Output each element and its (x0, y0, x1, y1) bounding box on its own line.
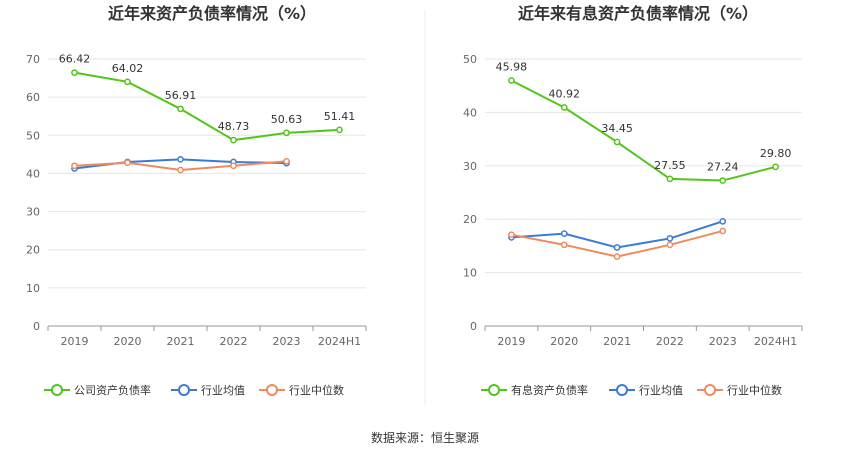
data-label: 29.80 (760, 147, 792, 160)
y-tick-label: 20 (463, 213, 477, 226)
chart-title: 近年来资产负债率情况（%） (108, 4, 316, 23)
data-point (772, 163, 779, 171)
legend-item: 公司资产负债率 (44, 383, 151, 397)
legend-marker (616, 384, 628, 396)
series-line (510, 79, 776, 182)
legend-label: 行业均值 (201, 384, 245, 397)
data-label: 56.91 (165, 89, 197, 102)
x-tick-label: 2020 (550, 335, 578, 348)
data-point (560, 104, 568, 111)
x-tick-label: 2022 (220, 335, 248, 348)
data-point (560, 241, 568, 249)
data-point (230, 136, 237, 144)
y-tick-label: 0 (33, 320, 40, 333)
series-line (511, 220, 724, 249)
data-point (719, 177, 727, 184)
data-point (283, 129, 290, 137)
y-tick-label: 10 (26, 282, 40, 295)
data-point (560, 230, 568, 237)
interest-bearing-debt-ratio-chart: 近年来有息资产负债率情况（%） 0 10 20 30 40 50 2019 2020 2021 20… (463, 4, 803, 397)
legend-marker (266, 384, 278, 396)
legend-label: 公司资产负债率 (74, 383, 151, 397)
data-point (719, 217, 727, 225)
debt-ratio-chart: 近年来资产负债率情况（%） 0 10 20 30 40 50 60 70 2019 2020 2021… (26, 4, 367, 397)
legend-item: 行业中位数 (697, 383, 782, 397)
data-point (613, 253, 621, 260)
legend-item: 行业均值 (171, 384, 245, 397)
data-point (666, 235, 674, 242)
y-tick-label: 20 (26, 244, 40, 257)
data-point (719, 227, 727, 235)
data-point (613, 244, 621, 251)
x-tick-label: 2023 (709, 335, 737, 348)
data-point (613, 138, 621, 146)
data-label: 34.45 (601, 122, 633, 135)
legend-label: 行业均值 (639, 384, 683, 397)
data-point (230, 162, 237, 170)
data-point (508, 77, 515, 84)
legend-marker (51, 384, 63, 396)
data-label: 40.92 (549, 87, 581, 100)
y-tick-label: 40 (26, 167, 40, 180)
y-tick-label: 30 (463, 160, 477, 173)
data-label: 64.02 (112, 62, 144, 75)
data-point (71, 69, 78, 77)
chart-title: 近年来有息资产负债率情况（%） (518, 4, 758, 23)
y-tick-label: 0 (470, 320, 477, 333)
series-line (74, 71, 340, 142)
y-tick-label: 50 (26, 129, 40, 142)
y-tick-label: 70 (26, 53, 40, 66)
x-tick-label: 2020 (114, 335, 142, 348)
data-label: 66.42 (59, 53, 91, 66)
y-tick-label: 60 (26, 91, 40, 104)
x-tick-label: 2022 (656, 335, 684, 348)
data-point (177, 105, 184, 113)
x-tick-label: 2021 (603, 335, 631, 348)
data-source-prefix: 数据来源： (371, 430, 431, 445)
data-label: 45.98 (496, 60, 528, 73)
data-point (177, 155, 184, 163)
y-tick-label: 40 (463, 106, 477, 119)
data-source: 数据来源：恒生聚源 (371, 430, 479, 445)
x-tick-label: 2021 (167, 335, 195, 348)
x-tick-label: 2019 (61, 335, 89, 348)
data-point (124, 159, 131, 167)
data-point (71, 162, 78, 170)
data-point (124, 78, 131, 86)
legend-label: 行业中位数 (727, 383, 782, 397)
y-tick-label: 10 (463, 267, 477, 280)
data-point (666, 175, 674, 183)
data-label: 51.41 (324, 110, 356, 123)
legend-item: 有息资产负债率 (481, 383, 588, 397)
data-point (336, 126, 343, 134)
x-tick-label: 2024H1 (754, 335, 797, 348)
legend-marker (488, 384, 500, 396)
legend-item: 行业中位数 (259, 383, 344, 397)
data-label: 27.24 (707, 161, 739, 174)
x-tick-label: 2023 (273, 335, 301, 348)
data-point (177, 166, 184, 174)
legend-marker (178, 384, 190, 396)
x-tick-label: 2024H1 (318, 335, 361, 348)
data-point (508, 231, 515, 239)
data-point (666, 241, 674, 249)
legend-label: 行业中位数 (289, 383, 344, 397)
legend-label: 有息资产负债率 (511, 383, 588, 397)
data-label: 48.73 (218, 120, 250, 133)
data-label: 27.55 (654, 159, 686, 172)
legend-marker (704, 384, 716, 396)
legend-item: 行业均值 (609, 384, 683, 397)
data-source-name: 恒生聚源 (431, 431, 479, 445)
x-tick-label: 2019 (497, 335, 525, 348)
y-tick-label: 50 (463, 53, 477, 66)
y-tick-label: 30 (26, 206, 40, 219)
data-label: 50.63 (271, 113, 303, 126)
data-point (283, 157, 290, 165)
